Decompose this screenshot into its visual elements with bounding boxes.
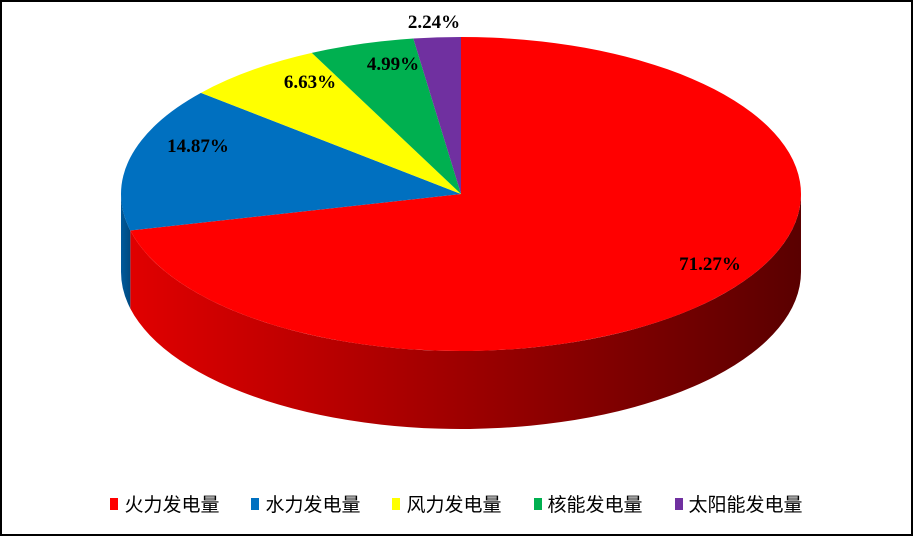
- data-label-1: 14.87%: [167, 136, 229, 157]
- pie-side-1: [121, 194, 131, 309]
- legend-swatch: [251, 497, 260, 510]
- legend-swatch: [110, 497, 119, 510]
- pie-chart: 71.27% 14.87% 6.63% 4.99% 2.24%: [121, 12, 802, 430]
- pie-slice-1[interactable]: [121, 92, 461, 231]
- legend-item: 太阳能发电量: [674, 490, 803, 517]
- legend-label: 太阳能发电量: [688, 494, 803, 516]
- legend-label: 水力发电量: [265, 494, 361, 516]
- pie-slice-3[interactable]: [311, 38, 461, 195]
- data-label-3: 4.99%: [367, 54, 419, 75]
- legend-item: 火力发电量: [110, 490, 219, 517]
- legend-swatch: [392, 497, 401, 510]
- pie-slice-2[interactable]: [200, 52, 461, 194]
- data-label-2: 6.63%: [284, 72, 336, 93]
- data-label-0: 71.27%: [679, 254, 741, 275]
- legend-label: 风力发电量: [406, 494, 502, 516]
- pie-side-0: [130, 194, 802, 430]
- legend-swatch: [533, 497, 542, 510]
- legend-item: 核能发电量: [533, 490, 643, 517]
- legend: 火力发电量 水力发电量 风力发电量 核能发电量 太阳能发电量: [2, 490, 911, 517]
- legend-item: 水力发电量: [251, 490, 360, 517]
- pie-slice-4[interactable]: [413, 37, 461, 194]
- data-label-4: 2.24%: [408, 12, 460, 33]
- legend-item: 风力发电量: [392, 490, 502, 517]
- pie-slice-0[interactable]: [130, 37, 802, 352]
- legend-label: 火力发电量: [124, 494, 220, 516]
- legend-label: 核能发电量: [547, 494, 643, 516]
- legend-swatch: [674, 497, 683, 510]
